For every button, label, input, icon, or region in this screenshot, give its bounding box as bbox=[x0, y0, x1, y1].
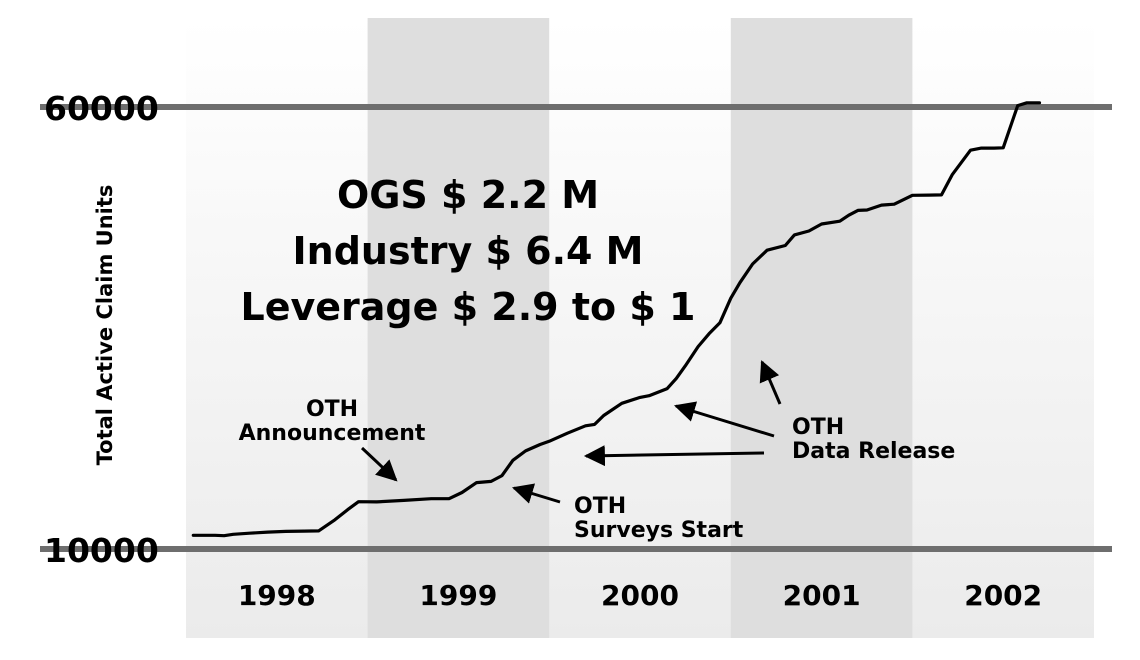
headline-line-1: OGS $ 2.2 M bbox=[337, 173, 599, 217]
year-band-1999 bbox=[367, 18, 550, 638]
annotation-announcement-arrow bbox=[360, 446, 398, 482]
annotation-surveys-start-line-2: Surveys Start bbox=[574, 518, 744, 543]
y-tick-label-60000: 60000 bbox=[44, 89, 159, 128]
annotation-data-release-arrow-1 bbox=[583, 445, 765, 467]
annotation-surveys-start-line-1: OTH bbox=[574, 494, 626, 519]
annotation-announcement-line-2: Announcement bbox=[239, 421, 426, 446]
y-axis-label: Total Active Claim Units bbox=[93, 185, 117, 466]
x-tick-label-1998: 1998 bbox=[238, 579, 316, 612]
x-tick-label-2000: 2000 bbox=[601, 579, 679, 612]
year-bands bbox=[367, 18, 913, 638]
annotation-surveys-start-arrow bbox=[511, 483, 561, 504]
annotation-data-release-arrow-3 bbox=[759, 360, 782, 405]
x-tick-label-2002: 2002 bbox=[964, 579, 1042, 612]
series-line-claim-units bbox=[191, 101, 1042, 538]
annotation-announcement: OTH Announcement bbox=[239, 397, 426, 482]
plot-background bbox=[186, 18, 1094, 638]
annotation-surveys-start: OTH Surveys Start bbox=[511, 483, 744, 543]
year-labels: 1998 1999 2000 2001 2002 bbox=[238, 579, 1042, 612]
year-band-2001 bbox=[730, 18, 913, 638]
x-tick-label-2001: 2001 bbox=[783, 579, 861, 612]
annotation-data-release: OTH Data Release bbox=[583, 360, 955, 467]
annotation-announcement-line-1: OTH bbox=[306, 397, 358, 422]
headline-line-2: Industry $ 6.4 M bbox=[293, 229, 644, 273]
annotation-data-release-arrow-2 bbox=[673, 401, 775, 438]
x-tick-label-1999: 1999 bbox=[419, 579, 497, 612]
annotation-data-release-line-1: OTH bbox=[792, 415, 844, 440]
headline-line-3: Leverage $ 2.9 to $ 1 bbox=[241, 285, 696, 329]
y-tick-label-10000: 10000 bbox=[44, 531, 159, 570]
annotation-data-release-line-2: Data Release bbox=[792, 439, 955, 464]
